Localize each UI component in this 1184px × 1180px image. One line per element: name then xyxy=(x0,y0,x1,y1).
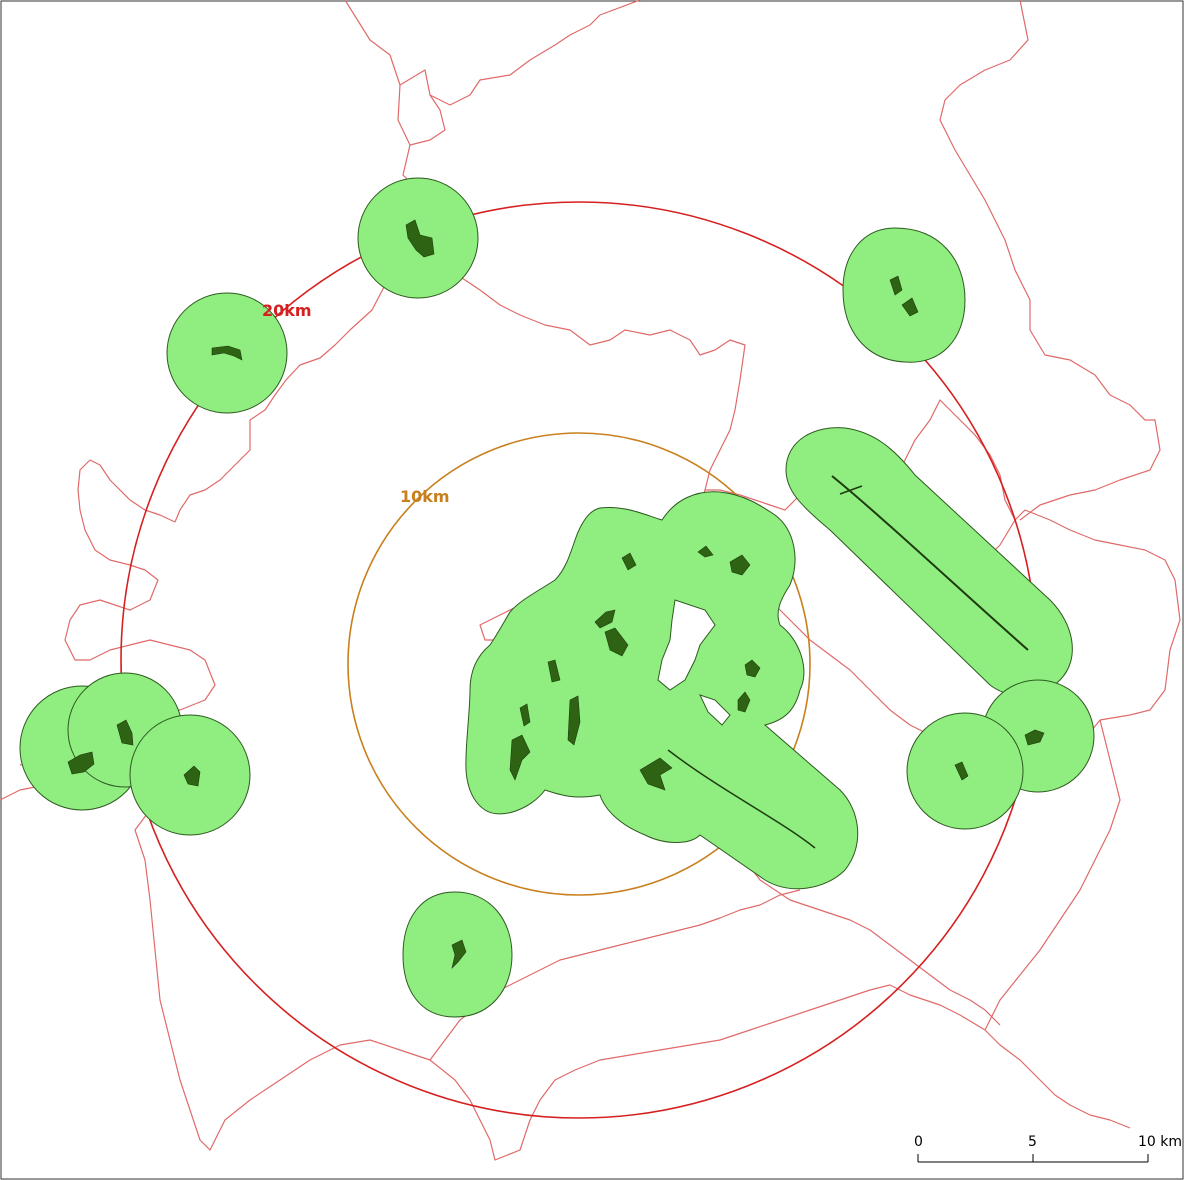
scale-label-10: 10 km xyxy=(1138,1134,1182,1150)
patch-central-1 xyxy=(621,552,637,571)
buffer-northeast xyxy=(842,227,966,363)
patch-central-7 xyxy=(737,691,751,713)
patch-west-b xyxy=(116,719,134,746)
patch-northeast-a xyxy=(889,275,903,296)
patch-central-12 xyxy=(639,757,673,791)
patch-central-10 xyxy=(509,734,531,781)
patch-central-11 xyxy=(519,703,531,727)
boundary-east-inner xyxy=(899,399,1181,721)
patch-east-left xyxy=(954,761,969,781)
patch-central-4 xyxy=(594,609,616,629)
patch-central-6 xyxy=(744,659,761,678)
buffer-central-hole xyxy=(657,599,716,691)
patch-south xyxy=(451,939,467,969)
scale-bar: 0 5 10 km xyxy=(914,1134,1182,1163)
corridor-crossline-east xyxy=(839,485,863,495)
patch-west-a xyxy=(67,751,95,775)
ring-10km-label: 10km xyxy=(400,487,450,506)
ring-20km-label: 20km xyxy=(262,301,312,320)
patch-central-9 xyxy=(567,695,581,746)
patch-northwest xyxy=(211,345,243,361)
patch-central-5 xyxy=(604,627,629,657)
boundary-west-lower xyxy=(0,767,1131,1161)
patch-central-8 xyxy=(547,659,561,683)
boundary-north-inner xyxy=(409,94,446,146)
boundary-north-corridor xyxy=(174,0,429,523)
boundary-far-east-south xyxy=(984,719,1121,1031)
corridor-line-east xyxy=(831,475,1029,651)
buffer-central-sliver xyxy=(699,694,731,726)
patch-north xyxy=(405,219,435,258)
boundary-east xyxy=(939,0,1161,521)
boundary-north-east-arm xyxy=(419,249,746,506)
patch-central-2 xyxy=(697,545,714,558)
patch-west-c xyxy=(183,765,201,787)
scale-label-5: 5 xyxy=(1028,1134,1037,1150)
habitat-patches xyxy=(67,219,1045,969)
patch-east-right xyxy=(1024,729,1045,746)
patch-northeast-b xyxy=(901,297,919,317)
ring-10km xyxy=(347,432,811,896)
linear-features xyxy=(667,475,1029,849)
corridor-line-south xyxy=(667,749,816,849)
buffer-central-cluster xyxy=(465,491,859,890)
scale-label-0: 0 xyxy=(914,1134,923,1150)
patch-central-3 xyxy=(729,554,751,576)
